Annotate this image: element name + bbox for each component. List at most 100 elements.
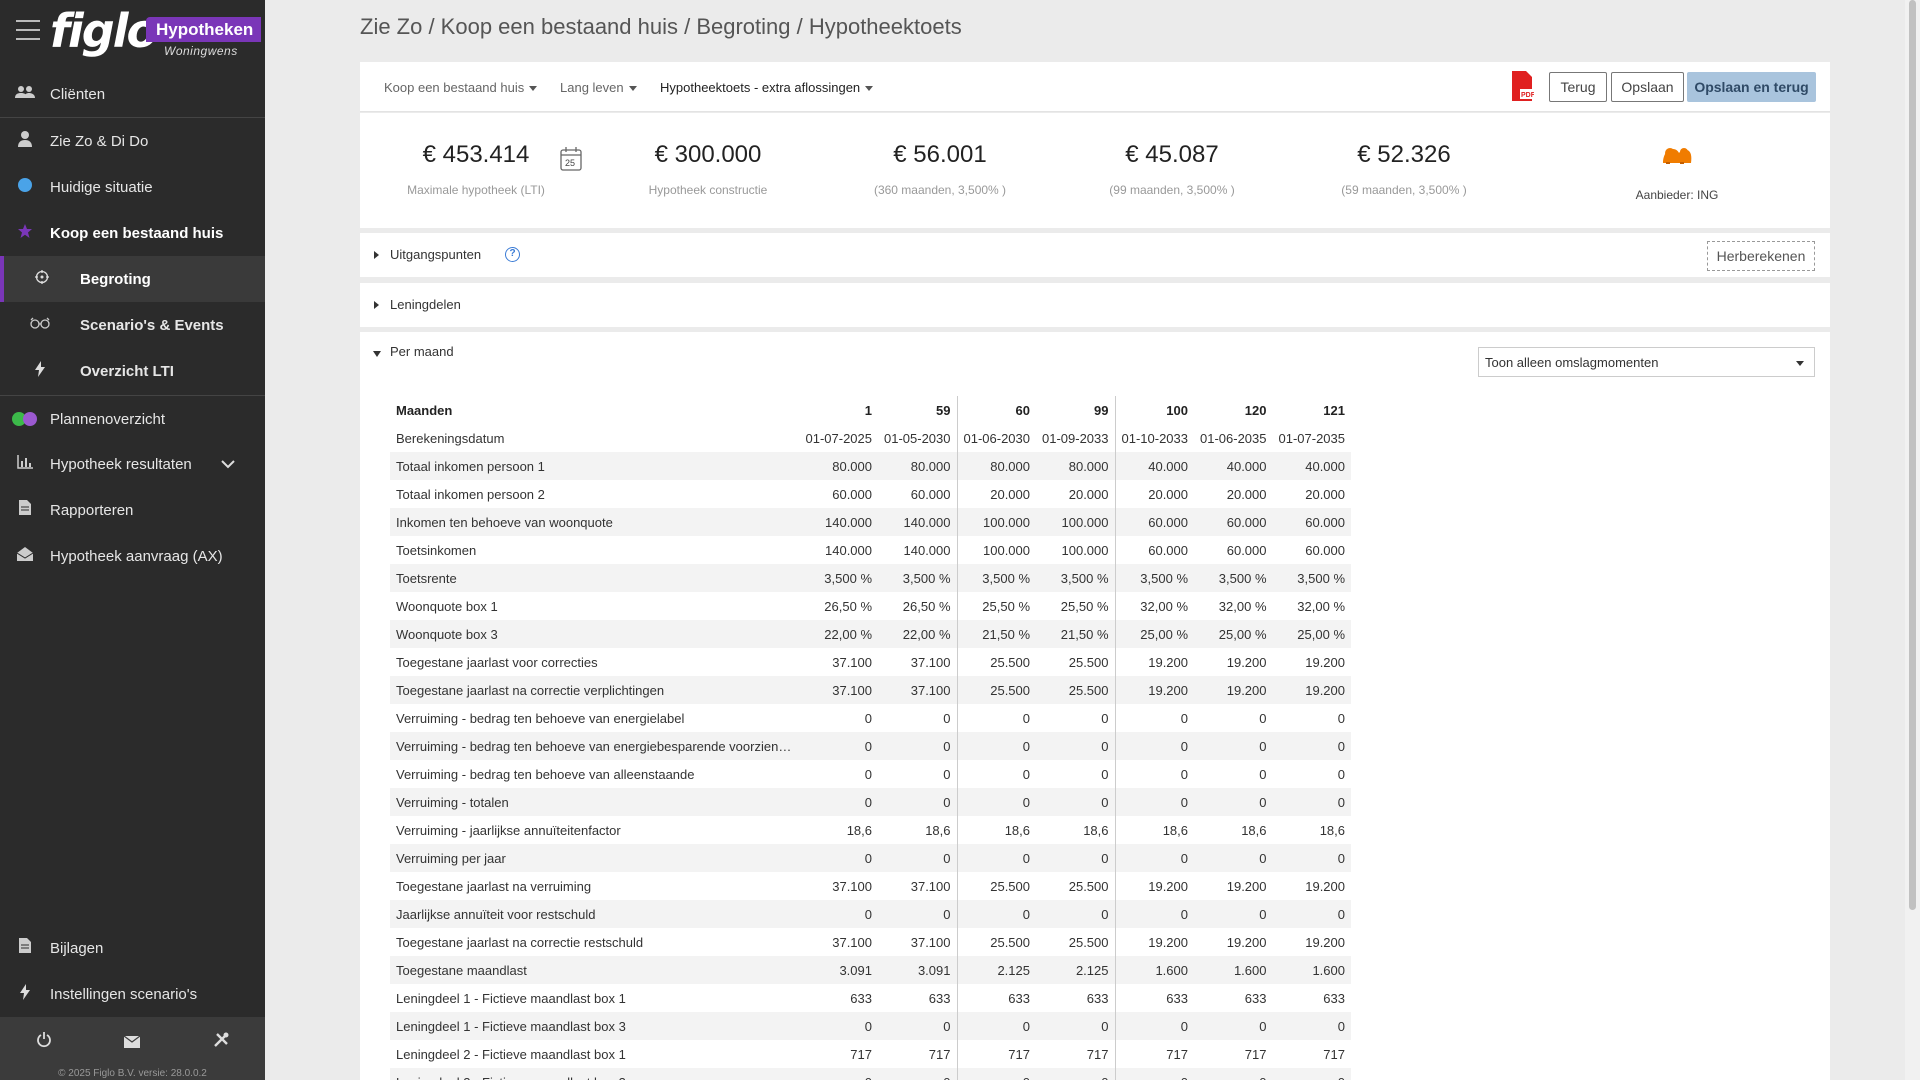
sidebar-item-label: Zie Zo & Di Do [50, 132, 149, 150]
sidebar-item-clienten[interactable]: Cliënten [0, 71, 265, 117]
breadcrumb: Zie Zo / Koop een bestaand huis / Begrot… [360, 14, 962, 39]
header-month: 121 [1323, 402, 1345, 418]
table-cell: 19.200 [1114, 648, 1194, 676]
table-cell: 0 [956, 1012, 1036, 1040]
sidebar-item-rapporteren[interactable]: Rapporteren [0, 487, 265, 533]
kpi-label: (99 maanden, 3,500% ) [1109, 183, 1235, 197]
save-and-back-button[interactable]: Opslaan en terug [1687, 72, 1816, 102]
user-icon [0, 130, 50, 152]
power-icon[interactable] [36, 1031, 52, 1053]
table-cell: 0 [878, 1068, 957, 1080]
row-label: Verruiming - totalen [396, 794, 509, 810]
table-cell: 0 [956, 788, 1036, 816]
star-icon [0, 223, 50, 244]
sidebar-item-label: Koop een bestaand huis [50, 224, 224, 242]
table-cell: 40.000 [1114, 452, 1194, 480]
table-cell: 140.000 [825, 514, 872, 530]
table-cell: 18,6 [925, 822, 951, 838]
provider-text: Aanbieder: ING [1635, 188, 1719, 202]
sidebar-item-client[interactable]: Zie Zo & Di Do [0, 118, 265, 164]
sidebar-item-instellingen[interactable]: Instellingen scenario's [0, 971, 265, 1017]
caret-down-icon[interactable] [373, 351, 381, 357]
table-cell: 25.500 [1068, 654, 1109, 670]
sidebar-item-label: Overzicht LTI [80, 362, 174, 380]
header-month: 100 [1114, 396, 1194, 424]
table-cell: 0 [1259, 794, 1267, 810]
sidebar-item-hypotheek-aanvraag[interactable]: Hypotheek aanvraag (AX) [0, 533, 265, 579]
row-label: Totaal inkomen persoon 2 [396, 486, 545, 502]
table-cell: 1.600 [1233, 962, 1267, 978]
table-cell: 0 [1114, 1012, 1194, 1040]
kpi-label: (59 maanden, 3,500% ) [1341, 183, 1467, 197]
toggle-icon [12, 412, 38, 426]
section-leningdelen[interactable]: Leningdelen [360, 283, 1830, 327]
sidebar-item-hypotheek-resultaten[interactable]: Hypotheek resultaten [0, 441, 265, 487]
table-cell: 633 [956, 984, 1036, 1012]
dropdown-plan[interactable]: Lang leven [560, 80, 637, 95]
calendar-icon[interactable]: 25 [560, 147, 582, 171]
caret-down-icon [1796, 361, 1804, 366]
table-cell: 19.200 [1305, 654, 1345, 670]
help-icon[interactable]: ? [505, 247, 520, 262]
chevron-down-icon[interactable] [221, 456, 235, 472]
table-cell: 22,00 % [902, 626, 951, 642]
sidebar-item-bijlagen[interactable]: Bijlagen [0, 925, 265, 971]
kpi-loanpart-1: € 56.001 (360 maanden, 3,500% ) [824, 141, 1056, 197]
table-cell: 0 [1101, 738, 1109, 754]
table-cell: 25.500 [1068, 934, 1109, 950]
summary-panel: € 453.414 Maximale hypotheek (LTI) 25 € … [360, 113, 1830, 228]
section-uitgangspunten[interactable]: Uitgangspunten ? Herberekenen [360, 233, 1830, 277]
dropdown-calculation[interactable]: Hypotheektoets - extra aflossingen [660, 80, 874, 95]
table-cell: 60.000 [1305, 542, 1345, 558]
dropdown-scenario[interactable]: Koop een bestaand huis [384, 80, 538, 95]
table-cell: 0 [956, 844, 1036, 872]
chart-icon [0, 454, 50, 474]
pdf-icon[interactable]: PDF [1510, 71, 1536, 101]
vertical-scrollbar[interactable] [1905, 0, 1920, 1080]
tools-icon[interactable] [213, 1032, 229, 1053]
table-row: Leningdeel 1 - Fictieve maandlast box 1 6… [390, 984, 1351, 1012]
hamburger-menu-icon[interactable] [16, 20, 40, 40]
kpi-construction: € 300.000 Hypotheek constructie [592, 141, 824, 197]
table-row: Toegestane jaarlast na verruiming 37.100 3… [390, 872, 1351, 900]
sidebar-item-label: Hypotheek resultaten [50, 455, 192, 473]
save-button[interactable]: Opslaan [1611, 72, 1684, 102]
bolt-icon [0, 360, 80, 382]
header-month: 59 [936, 402, 951, 418]
mail-icon[interactable] [124, 1032, 141, 1053]
sidebar-item-label: Scenario's & Events [80, 316, 224, 334]
table-cell: 0 [1259, 1018, 1267, 1034]
back-button[interactable]: Terug [1549, 72, 1607, 102]
table-cell: 37.100 [910, 654, 951, 670]
scrollbar-thumb[interactable] [1909, 0, 1916, 910]
row-label: Woonquote box 1 [396, 598, 498, 614]
table-cell: 26,50 % [902, 598, 951, 614]
filter-select[interactable]: Toon alleen omslagmomenten [1478, 347, 1815, 377]
table-cell: 3,500 % [956, 564, 1036, 592]
kpi-value: € 56.001 [893, 141, 987, 168]
sidebar-item-label: Rapporteren [50, 501, 134, 519]
kpi-label: Maximale hypotheek (LTI) [407, 183, 545, 197]
table-cell: 37.100 [832, 682, 872, 698]
table-row: Verruiming - jaarlijkse annuïteitenfacto… [390, 816, 1351, 844]
sidebar-item-huidige-situatie[interactable]: Huidige situatie [0, 164, 265, 210]
sidebar-item-overzicht-lti[interactable]: Overzicht LTI [0, 348, 265, 394]
recalculate-button[interactable]: Herberekenen [1707, 241, 1815, 271]
table-cell: 80.000 [832, 458, 872, 474]
table-cell: 19.200 [1305, 682, 1345, 698]
section-title[interactable]: Per maand [390, 344, 454, 359]
sidebar-item-scenarios[interactable]: Scenario's & Events [0, 302, 265, 348]
table-row: Toetsrente 3,500 % 3,500 % 3,500 % 3,500 % 3,… [390, 564, 1351, 592]
sidebar-item-koop[interactable]: Koop een bestaand huis [0, 210, 265, 256]
section-title: Leningdelen [390, 297, 461, 312]
table-cell: 19.200 [1226, 654, 1267, 670]
table-row: Leningdeel 1 - Fictieve maandlast box 3 0… [390, 1012, 1351, 1040]
sidebar-item-plannenoverzicht[interactable]: Plannenoverzicht [0, 396, 265, 442]
table-cell: 3,500 % [1114, 564, 1194, 592]
table-cell: 21,50 % [1060, 626, 1109, 642]
table-cell: 19.200 [1305, 878, 1345, 894]
table-cell: 3,500 % [1060, 570, 1109, 586]
table-cell: 717 [1114, 1040, 1194, 1068]
section-title: Uitgangspunten [390, 247, 482, 262]
sidebar-item-begroting[interactable]: Begroting [0, 256, 265, 302]
